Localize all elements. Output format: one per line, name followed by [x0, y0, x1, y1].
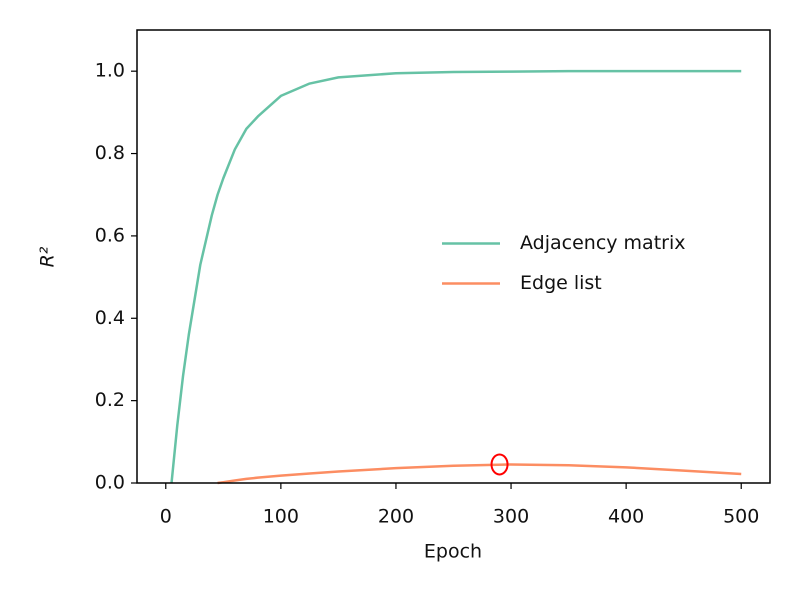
x-tick-label: 500	[723, 506, 759, 528]
legend-label: Adjacency matrix	[520, 232, 686, 254]
y-tick-label: 0.6	[95, 224, 125, 246]
x-tick-label: 400	[608, 506, 644, 528]
series-line	[217, 463, 742, 485]
x-axis-label: Epoch	[424, 541, 482, 563]
plot-frame	[136, 29, 771, 484]
x-tick-label: 0	[160, 506, 172, 528]
y-tick-label: 0.4	[95, 307, 125, 329]
x-tick-label: 200	[378, 506, 414, 528]
x-tick-label: 100	[263, 506, 299, 528]
highlight-marker	[490, 453, 509, 476]
x-tick-label: 300	[493, 506, 529, 528]
y-axis-label: R²	[37, 246, 59, 267]
y-tick-label: 1.0	[95, 60, 125, 82]
y-tick-label: 0.2	[95, 389, 125, 411]
y-tick-label: 0.8	[95, 142, 125, 164]
series-line	[170, 69, 742, 484]
y-tick-label: 0.0	[95, 472, 125, 494]
legend-label: Edge list	[520, 272, 602, 294]
